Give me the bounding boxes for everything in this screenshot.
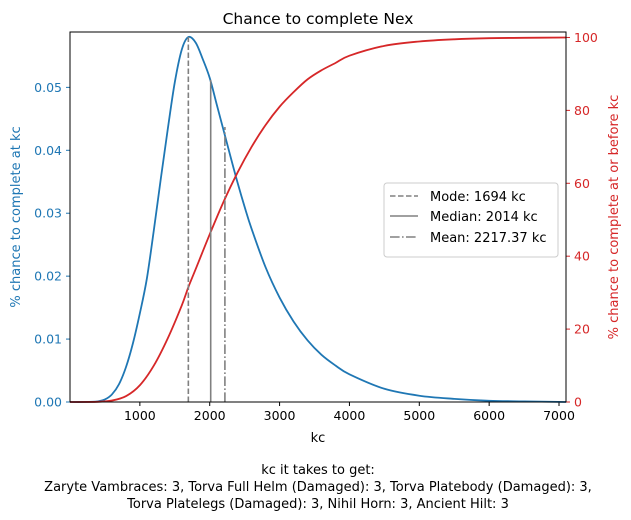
right-y-tick-label: 80 xyxy=(574,103,590,118)
right-y-axis-label: % chance to complete at or before kc xyxy=(607,95,622,340)
caption-line-2: Zaryte Vambraces: 3, Torva Full Helm (Da… xyxy=(44,480,592,495)
legend: Mode: 1694 kc Median: 2014 kc Mean: 2217… xyxy=(383,182,559,258)
right-y-tick-label: 20 xyxy=(574,322,590,337)
x-tick-label: 4000 xyxy=(334,408,366,423)
x-tick-label: 5000 xyxy=(403,408,435,423)
left-y-tick-label: 0.03 xyxy=(34,206,62,221)
plot-frame xyxy=(69,31,567,403)
cdf-series-line xyxy=(69,36,567,403)
x-tick-label: 6000 xyxy=(473,408,505,423)
left-y-tick-label: 0.04 xyxy=(34,143,62,158)
caption: kc it takes to get: Zaryte Vambraces: 3,… xyxy=(44,463,592,512)
left-y-tick-label: 0.02 xyxy=(34,269,62,284)
right-y-tick-label: 0 xyxy=(574,395,582,410)
caption-line-3: Torva Platelegs (Damaged): 3, Nihil Horn… xyxy=(126,497,509,512)
x-tick-label: 1000 xyxy=(124,408,156,423)
right-y-ticks: 0 20 40 60 80 100 xyxy=(566,30,598,410)
legend-mode-label: Mode: 1694 kc xyxy=(430,190,526,205)
legend-box xyxy=(383,182,559,258)
vline-layer xyxy=(187,37,226,402)
right-y-tick-label: 60 xyxy=(574,176,590,191)
x-tick-label: 7000 xyxy=(543,408,575,423)
left-y-tick-label: 0.05 xyxy=(34,80,62,95)
x-tick-label: 3000 xyxy=(264,408,296,423)
left-y-tick-label: 0.01 xyxy=(34,332,62,347)
x-tick-label: 2000 xyxy=(194,408,226,423)
right-y-tick-label: 100 xyxy=(574,30,598,45)
series-layer xyxy=(69,35,567,403)
x-ticks: 1000 2000 3000 4000 5000 6000 7000 xyxy=(124,402,575,423)
left-y-axis-label: % chance to complete at kc xyxy=(9,126,24,307)
legend-median-label: Median: 2014 kc xyxy=(430,210,538,225)
left-y-ticks: 0.00 0.01 0.02 0.03 0.04 0.05 xyxy=(34,80,70,410)
left-y-tick-label: 0.00 xyxy=(34,395,62,410)
chart-title: Chance to complete Nex xyxy=(223,10,414,28)
caption-line-1: kc it takes to get: xyxy=(261,463,375,478)
x-axis-label: kc xyxy=(311,431,326,446)
legend-mean-label: Mean: 2217.37 kc xyxy=(430,231,547,246)
right-y-tick-label: 40 xyxy=(574,249,590,264)
pdf-series-line xyxy=(69,35,567,403)
